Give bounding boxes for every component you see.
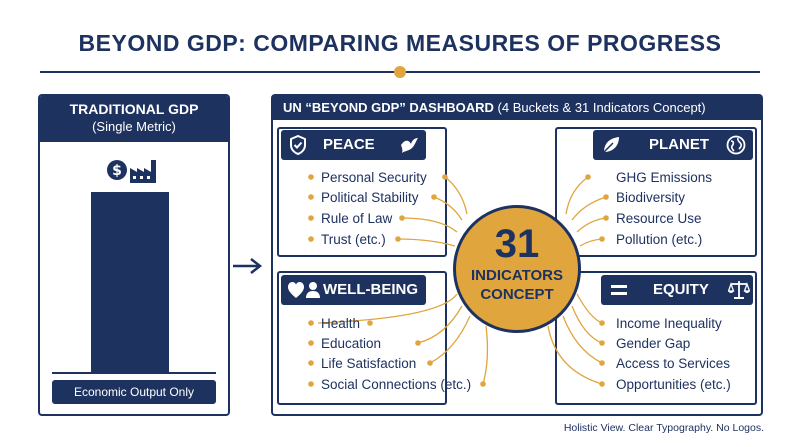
traditional-gdp-title: TRADITIONAL GDP — [69, 101, 199, 117]
gdp-single-bar — [91, 192, 169, 372]
globe-icon — [726, 135, 746, 155]
traditional-gdp-subtitle: (Single Metric) — [92, 119, 176, 134]
footnote: Holistic View. Clear Typography. No Logo… — [563, 422, 764, 434]
traditional-gdp-panel: TRADITIONAL GDP (Single Metric) $ Econom… — [38, 94, 230, 416]
equity-item: Access to Services — [616, 356, 731, 371]
indicators-concept-circle: 31 INDICATORS CONCEPT — [453, 205, 581, 333]
planet-item: Biodiversity — [616, 190, 686, 205]
equity-item: Opportunities (etc.) — [616, 377, 731, 392]
dove-icon — [401, 138, 418, 153]
scales-icon — [728, 281, 750, 299]
dashboard-header: UN “BEYOND GDP” DASHBOARD (4 Buckets & 3… — [273, 96, 761, 120]
equity-item: Gender Gap — [616, 336, 691, 351]
planet-badge: PLANET — [593, 130, 753, 160]
peace-item: Political Stability — [321, 190, 419, 205]
peace-label: PEACE — [323, 136, 375, 153]
dollar-factory-icon: $ — [107, 160, 156, 183]
dashboard-subtitle: (4 Buckets & 31 Indicators Concept) — [493, 100, 706, 115]
equals-icon — [611, 285, 627, 295]
equity-badge: EQUITY — [601, 275, 753, 305]
equity-label: EQUITY — [653, 281, 709, 298]
peace-badge: PEACE — [281, 130, 426, 160]
indicator-count: 31 — [494, 222, 540, 266]
peace-item: Rule of Law — [321, 211, 393, 226]
peace-item: Personal Security — [321, 170, 427, 185]
svg-text:$: $ — [112, 163, 122, 179]
gdp-baseline — [52, 372, 216, 374]
traditional-gdp-header: TRADITIONAL GDP (Single Metric) — [40, 96, 228, 142]
wellbeing-label: WELL-BEING — [323, 281, 418, 298]
planet-item: Resource Use — [616, 211, 702, 226]
page-title: BEYOND GDP: COMPARING MEASURES OF PROGRE… — [78, 30, 722, 56]
center-label-line2: CONCEPT — [480, 286, 554, 303]
wellbeing-badge: WELL-BEING — [281, 275, 426, 305]
title-divider-dot — [394, 66, 406, 78]
peace-item: Trust (etc.) — [321, 232, 386, 247]
wellbeing-item: Health — [321, 316, 361, 331]
wellbeing-item: Social Connections (etc.) — [321, 377, 472, 392]
heart-person-icon — [288, 282, 320, 298]
economic-output-label: Economic Output Only — [52, 380, 216, 404]
right-arrow-icon — [233, 258, 263, 274]
center-label-line1: INDICATORS — [471, 267, 563, 284]
wellbeing-item: Education — [321, 336, 382, 351]
shield-icon — [290, 135, 306, 155]
planet-item: Pollution (etc.) — [616, 232, 703, 247]
wellbeing-item: Life Satisfaction — [321, 356, 417, 371]
planet-label: PLANET — [649, 136, 709, 153]
dashboard-title: UN “BEYOND GDP” DASHBOARD — [283, 100, 494, 115]
planet-item: GHG Emissions — [616, 170, 713, 185]
leaf-icon — [603, 137, 619, 153]
equity-item: Income Inequality — [616, 316, 722, 331]
